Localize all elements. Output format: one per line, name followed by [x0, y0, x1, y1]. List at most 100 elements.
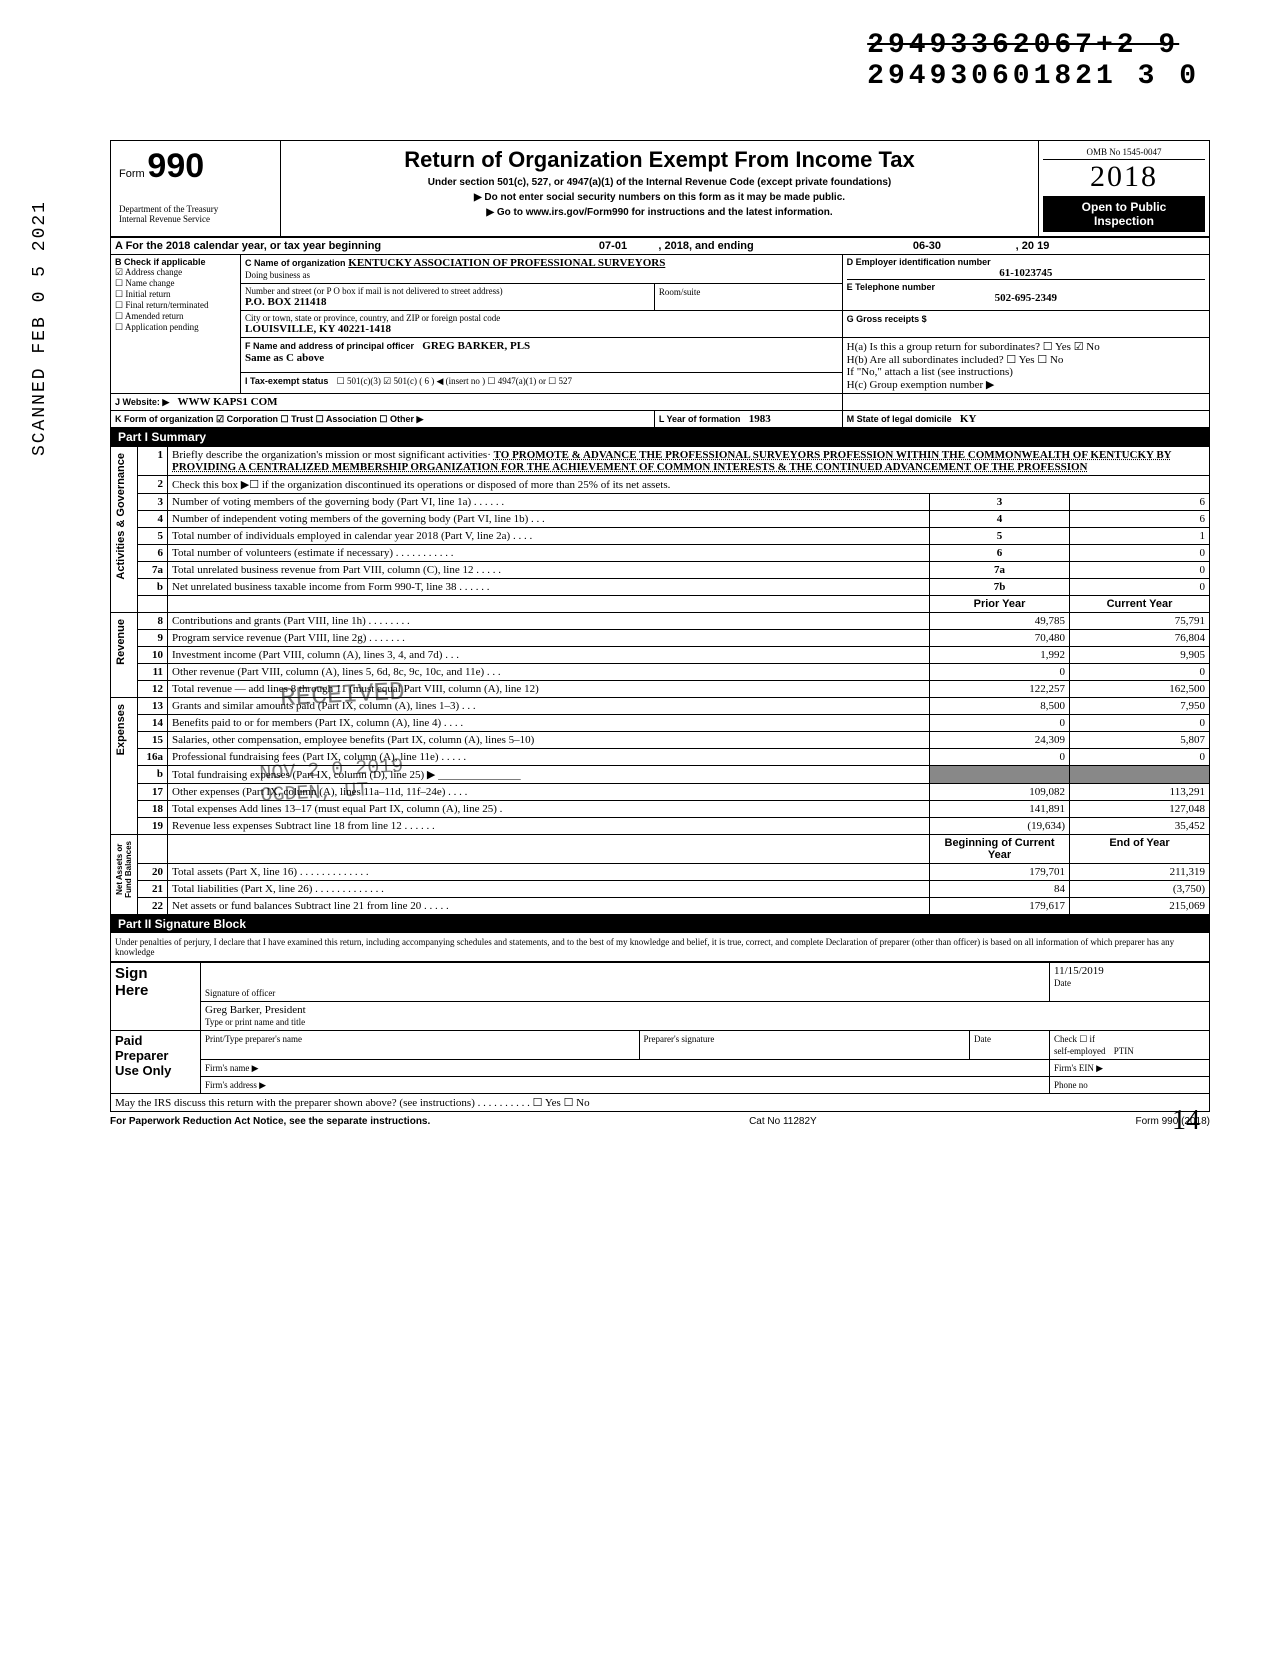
line-1-num: 1 [138, 447, 168, 476]
open-to-public: Open to Public Inspection [1043, 196, 1205, 232]
side-label-revenue: Revenue [111, 613, 138, 698]
omb-number: OMB No 1545-0047 [1043, 145, 1205, 160]
gov-line: 4 Number of independent voting members o… [111, 511, 1210, 528]
page-number: 14 [1172, 1105, 1200, 1137]
row-k-M: M State of legal domicile KY [842, 411, 1209, 428]
box-b-opt-5[interactable]: ☐ Application pending [115, 322, 236, 333]
form-word: Form [119, 168, 145, 180]
row-k: K Form of organization ☑ Corporation ☐ T… [111, 411, 655, 428]
dept-treasury: Department of the Treasury Internal Reve… [119, 204, 272, 224]
exp-line: 17 Other expenses (Part IX, column (A), … [111, 784, 1210, 801]
row-a-mid: , 2018, and ending [654, 238, 842, 255]
preparer-name: Print/Type preparer's name [201, 1031, 640, 1060]
rev-line: 9 Program service revenue (Part VIII, li… [111, 630, 1210, 647]
scanned-stamp: SCANNED FEB 0 5 2021 [30, 200, 50, 456]
box-g: G Gross receipts $ [842, 311, 1209, 338]
tax-year: 2018 [1043, 160, 1205, 194]
col-end-hdr: End of Year [1070, 835, 1210, 864]
line-2: Check this box ▶☐ if the organization di… [168, 476, 1210, 494]
gov-line: 5 Total number of individuals employed i… [111, 528, 1210, 545]
row-i: I Tax-exempt status ☐ 501(c)(3) ☑ 501(c)… [241, 373, 843, 394]
box-b-opt-2[interactable]: ☐ Initial return [115, 289, 236, 300]
row-j-right [842, 394, 1209, 411]
exp-line: 16a Professional fundraising fees (Part … [111, 749, 1210, 766]
exp-line: 15 Salaries, other compensation, employe… [111, 732, 1210, 749]
footer-mid: Cat No 11282Y [749, 1116, 817, 1127]
box-b-opt-3[interactable]: ☐ Final return/terminated [115, 300, 236, 311]
sign-here-label: Sign Here [111, 963, 201, 1031]
header-right: OMB No 1545-0047 2018 Open to Public Ins… [1039, 141, 1209, 236]
row-a-label: A For the 2018 calendar year, or tax yea… [111, 238, 572, 255]
dln-current: 294930601821 3 0 [867, 61, 1200, 92]
row-j: J Website: ▶ WWW KAPS1 COM [111, 394, 843, 411]
name-title: Greg Barker, President Type or print nam… [201, 1002, 1210, 1031]
rev-line: 11 Other revenue (Part VIII, column (A),… [111, 664, 1210, 681]
na-line: 21 Total liabilities (Part X, line 26) .… [111, 881, 1210, 898]
box-c-city: City or town, state or province, country… [241, 311, 843, 338]
part-i-header: Part I Summary [110, 428, 1210, 446]
jurat: Under penalties of perjury, I declare th… [110, 933, 1210, 962]
box-d-e: D Employer identification number 61-1023… [842, 255, 1209, 311]
firm-addr: Firm's address ▶ [201, 1077, 1050, 1094]
box-b-opt-0[interactable]: ☑ Address change [115, 267, 236, 278]
col-beg-hdr: Beginning of Current Year [930, 835, 1070, 864]
may-irs-discuss: May the IRS discuss this return with the… [111, 1094, 1210, 1112]
signature-block: Sign Here Signature of officer 11/15/201… [110, 962, 1210, 1112]
na-line: 22 Net assets or fund balances Subtract … [111, 898, 1210, 915]
gov-line: 6 Total number of volunteers (estimate i… [111, 545, 1210, 562]
gov-line: 3 Number of voting members of the govern… [111, 494, 1210, 511]
side-label-expenses: Expenses [111, 698, 138, 835]
shaded-cell [1070, 766, 1210, 784]
gov-line: b Net unrelated business taxable income … [111, 579, 1210, 596]
box-b: B Check if applicable ☑ Address change ☐… [111, 255, 241, 394]
part-ii-header: Part II Signature Block [110, 915, 1210, 933]
preparer-sig: Preparer's signature [639, 1031, 969, 1060]
footer: For Paperwork Reduction Act Notice, see … [110, 1116, 1210, 1127]
line-1: Briefly describe the organization's miss… [168, 447, 1210, 476]
rev-line: 10 Investment income (Part VIII, column … [111, 647, 1210, 664]
box-c-room: Room/suite [654, 284, 842, 311]
preparer-ptin: Check ☐ if self-employed PTIN [1050, 1031, 1210, 1060]
form-number: 990 [147, 147, 204, 185]
exp-line: 19 Revenue less expenses Subtract line 1… [111, 818, 1210, 835]
box-h: H(a) Is this a group return for subordin… [842, 338, 1209, 394]
section-a-k: A For the 2018 calendar year, or tax yea… [110, 237, 1210, 428]
box-c-name: C Name of organization KENTUCKY ASSOCIAT… [241, 255, 843, 284]
box-f: F Name and address of principal officer … [241, 338, 843, 373]
form-header: Form 990 Department of the Treasury Inte… [110, 140, 1210, 237]
firm-name: Firm's name ▶ [201, 1060, 1050, 1077]
row-k-L: L Year of formation 1983 [654, 411, 842, 428]
dln-struck: 29493362067+2 9 [867, 30, 1200, 61]
box-c-addr: Number and street (or P O box if mail is… [241, 284, 655, 311]
exp-line: 18 Total expenses Add lines 13–17 (must … [111, 801, 1210, 818]
header-sub3: ▶ Go to www.irs.gov/Form990 for instruct… [289, 207, 1030, 218]
na-line: 20 Total assets (Part X, line 16) . . . … [111, 864, 1210, 881]
header-sub2: ▶ Do not enter social security numbers o… [289, 192, 1030, 203]
side-label-governance: Activities & Governance [111, 447, 138, 613]
box-b-opt-1[interactable]: ☐ Name change [115, 278, 236, 289]
side-label-netassets: Net Assets or Fund Balances [111, 835, 138, 915]
header-sub1: Under section 501(c), 527, or 4947(a)(1)… [289, 177, 1030, 188]
exp-line: 14 Benefits paid to or for members (Part… [111, 715, 1210, 732]
line-2-num: 2 [138, 476, 168, 494]
gov-line: 7a Total unrelated business revenue from… [111, 562, 1210, 579]
header-left: Form 990 Department of the Treasury Inte… [111, 141, 281, 236]
form-title: Return of Organization Exempt From Incom… [289, 147, 1030, 173]
preparer-date: Date [970, 1031, 1050, 1060]
shaded-cell [930, 766, 1070, 784]
row-a-endyr: , 20 19 [1012, 238, 1210, 255]
row-a-begin: 07-01 [572, 238, 655, 255]
dln-stamps: 29493362067+2 9 294930601821 3 0 [867, 30, 1200, 92]
rev-line: 12 Total revenue — add lines 8 through 1… [111, 681, 1210, 698]
part-i-body: Activities & Governance 1 Briefly descri… [110, 446, 1210, 915]
footer-left: For Paperwork Reduction Act Notice, see … [110, 1116, 430, 1127]
sig-line: Signature of officer [201, 963, 1050, 1002]
col-curr-hdr: Current Year [1070, 596, 1210, 613]
col-prior-hdr: Prior Year [930, 596, 1070, 613]
firm-phone: Phone no [1050, 1077, 1210, 1094]
sig-date: 11/15/2019 Date [1050, 963, 1210, 1002]
firm-ein: Firm's EIN ▶ [1050, 1060, 1210, 1077]
row-a-end: 06-30 [842, 238, 1012, 255]
box-b-opt-4[interactable]: ☐ Amended return [115, 311, 236, 322]
box-b-label: B Check if applicable [115, 257, 236, 267]
